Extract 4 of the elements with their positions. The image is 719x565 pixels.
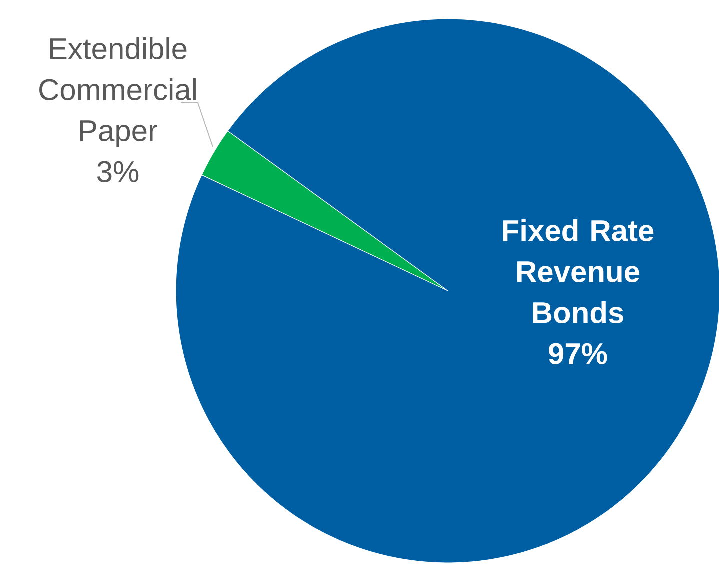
data-label: 97% — [549, 343, 608, 365]
data-label: 3% — [97, 161, 139, 183]
slice-label: Extendible Commercial Paper — [40, 37, 196, 148]
slice-label: Fixed Rate Revenue Bonds — [503, 219, 654, 324]
